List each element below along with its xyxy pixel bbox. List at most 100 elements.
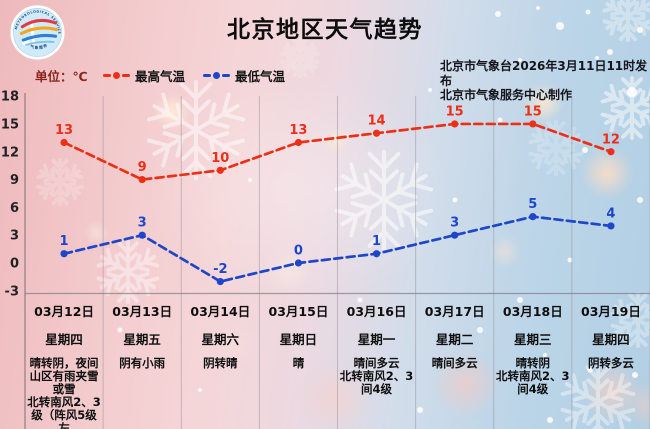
data-point	[138, 231, 146, 239]
data-point-label: 1	[372, 234, 381, 249]
day-weekday: 星期一	[357, 332, 396, 347]
data-point	[216, 277, 224, 286]
day-column: 03月12日 星期四 晴转阴，夜间 山区有雨夹雪 或雪 北转南风2、3 级（阵风…	[25, 301, 103, 429]
legend-item-low: 最低气温	[203, 66, 285, 85]
day-column: 03月14日 星期六 阴转晴	[181, 301, 259, 429]
day-column: 03月19日 星期四 阴转多云	[572, 301, 650, 429]
low-temp-legend-marker-icon	[203, 72, 231, 79]
data-point	[451, 120, 459, 128]
day-date: 03月18日	[502, 304, 563, 319]
data-point-label: 10	[211, 151, 229, 166]
data-point	[451, 231, 459, 239]
unit-label: 单位：℃	[35, 69, 88, 84]
day-column: 03月13日 星期五 阴有小雨	[103, 301, 181, 429]
trend-line	[62, 122, 613, 181]
data-point-label: 9	[138, 160, 147, 175]
day-weekday: 星期三	[514, 332, 552, 347]
svg-text:气象服务: 气象服务	[29, 42, 49, 50]
gridlines	[24, 93, 650, 429]
day-date: 03月19日	[581, 304, 641, 319]
day-column: 03月18日 星期三 晴转阴 北转南风2、3 间4级	[494, 301, 572, 429]
logo-red-ribbon	[20, 18, 58, 29]
data-point-label: 1	[60, 234, 69, 249]
data-point	[529, 213, 537, 221]
snowflake-icon	[602, 0, 650, 43]
day-weather: 阴转多云	[587, 356, 634, 370]
day-date: 03月17日	[424, 304, 485, 319]
logo-weather-tower-icon	[29, 21, 36, 45]
publish-info: 北京市气象台2026年3月11日11时发布 北京市气象服务中心制作	[440, 59, 650, 103]
day-weather: 晴间多云	[431, 356, 478, 370]
svg-text:3: 3	[10, 229, 19, 244]
day-weather: 晴	[292, 356, 305, 370]
beijing-meteorological-service-logo-icon: METEOROLOGICAL SERVICE 气象服务	[10, 5, 65, 60]
svg-text:6: 6	[10, 201, 19, 216]
data-point	[372, 129, 381, 137]
snowflake-icon	[560, 364, 636, 429]
series-high-temp: 13 9 10 13 14 15 15 12	[55, 104, 620, 184]
data-point-label: -2	[213, 262, 227, 277]
snowflake-icon	[146, 80, 246, 180]
logo-orange-ribbon	[19, 26, 59, 35]
day-weekday: 星期日	[279, 332, 318, 347]
day-weekday: 星期四	[45, 332, 83, 347]
day-date: 03月13日	[112, 304, 173, 319]
day-column: 03月15日 星期日 晴	[259, 301, 337, 429]
chart-legend: 最高气温 最低气温	[103, 66, 285, 85]
high-temp-legend-label: 最高气温	[135, 69, 186, 84]
data-point	[60, 250, 68, 258]
data-point	[60, 138, 68, 147]
data-point	[216, 166, 224, 174]
publish-line-1: 北京市气象台2026年3月11日11时发布	[440, 59, 648, 88]
data-point-label: 15	[446, 104, 464, 119]
data-point-label: 12	[602, 132, 620, 147]
data-point-label: 3	[450, 216, 459, 231]
svg-text:9: 9	[10, 173, 19, 188]
publish-line-2: 北京市气象服务中心制作	[440, 88, 573, 102]
data-point-label: 4	[606, 206, 615, 221]
data-point-label: 0	[294, 244, 303, 259]
logo-lightblue-ribbon	[25, 40, 55, 46]
low-temp-legend-label: 最低气温	[235, 69, 286, 84]
data-point-label: 15	[524, 104, 542, 119]
day-date: 03月12日	[34, 304, 94, 319]
day-weekday: 星期五	[123, 332, 161, 347]
data-point	[294, 259, 303, 267]
day-date: 03月14日	[190, 304, 251, 319]
forecast-table: 03月12日 星期四 晴转阴，夜间 山区有雨夹雪 或雪 北转南风2、3 级（阵风…	[25, 301, 650, 429]
data-point-label: 3	[138, 216, 147, 231]
day-weather: 晴转阴 北转南风2、3 间4级	[496, 356, 570, 396]
day-weekday: 星期六	[201, 332, 240, 347]
page-title: 北京地区天气趋势	[227, 17, 423, 43]
snowflake-icon	[280, 38, 320, 78]
data-point-label: 14	[368, 114, 386, 129]
svg-text:-3: -3	[5, 284, 19, 299]
day-column: 03月17日 星期二 晴间多云	[416, 301, 494, 429]
day-date: 03月15日	[268, 304, 329, 319]
snowflake-icon	[528, 119, 584, 177]
day-weekday: 星期四	[592, 332, 630, 347]
data-point	[138, 175, 146, 184]
snowflake-icon	[600, 76, 650, 140]
day-weather: 阴有小雨	[119, 356, 166, 370]
svg-text:12: 12	[1, 145, 19, 160]
trend-line	[62, 215, 613, 283]
snowflake-icon	[96, 240, 160, 304]
legend-item-high: 最高气温	[103, 66, 185, 85]
day-weather: 晴间多云 北转南风2、3 间4级	[339, 356, 414, 396]
snowflake-icon	[36, 157, 84, 207]
day-weather: 晴转阴，夜间 山区有雨夹雪 或雪 北转南风2、3 级（阵风5级左 右）	[27, 356, 101, 429]
data-point	[607, 222, 615, 230]
snowflake-icon	[610, 291, 650, 349]
data-point	[607, 148, 615, 156]
high-temp-legend-marker-icon	[103, 72, 130, 79]
data-point	[529, 120, 537, 128]
day-weekday: 星期二	[435, 332, 474, 347]
data-point-label: 13	[55, 123, 73, 138]
y-axis-labels: 18 15 12 9 6 3 0 -3	[1, 90, 19, 300]
data-point	[294, 138, 303, 147]
logo-arc-text-bottom: 气象服务	[29, 42, 48, 50]
